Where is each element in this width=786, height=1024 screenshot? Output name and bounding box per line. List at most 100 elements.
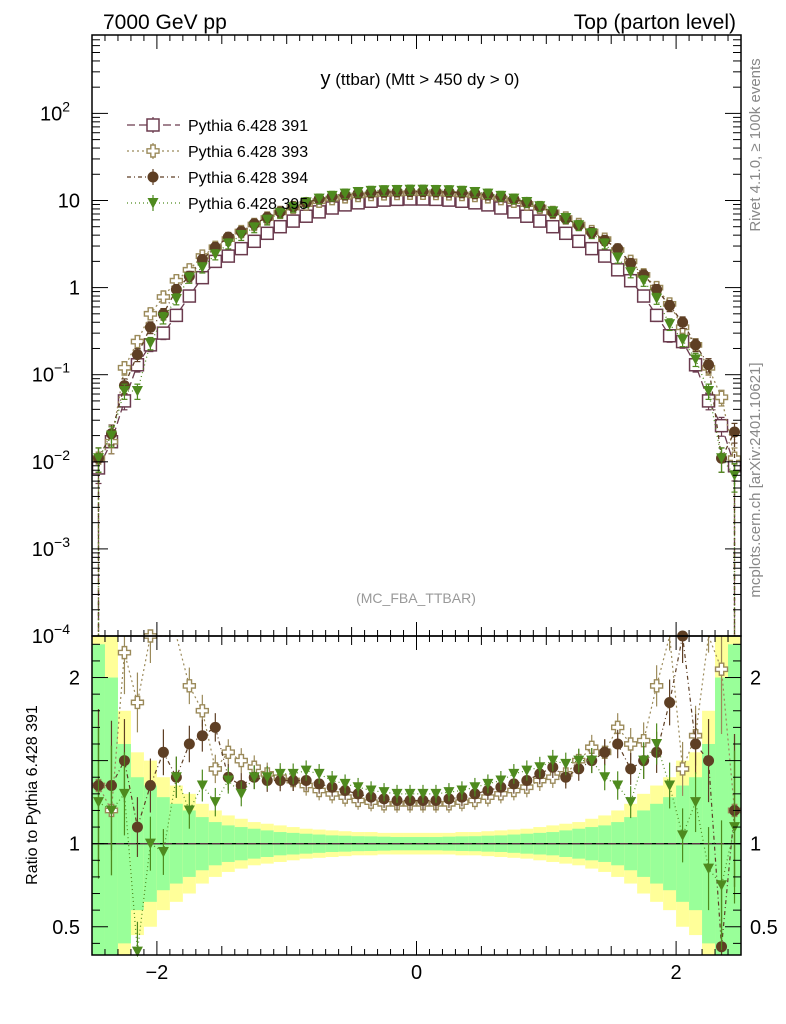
data-point	[651, 293, 663, 304]
y-tick-label: 10−1	[32, 360, 70, 387]
mcplots-label: mcplots.cern.ch [arXiv:2401.10621]	[747, 362, 764, 597]
data-point	[130, 334, 145, 349]
ratio-point	[585, 740, 599, 755]
legend-entry-4: Pythia 6.428 395	[127, 195, 308, 213]
series-line	[97, 190, 736, 461]
y-tick-label: 1	[69, 278, 80, 300]
series-2	[91, 186, 742, 636]
ratio-point	[547, 755, 559, 767]
data-point	[313, 193, 325, 205]
ratio-point	[716, 880, 728, 891]
rivet-label: Rivet 4.1.0, ≥ 100k events	[747, 58, 764, 231]
legend: Pythia 6.428 391 Pythia 6.428 393 Pythia 6…	[127, 117, 308, 213]
ratio-point	[623, 737, 638, 751]
data-point	[662, 328, 677, 343]
data-point	[636, 289, 651, 303]
ratio-point	[183, 805, 195, 816]
y-tick-label: 10	[58, 190, 80, 212]
data-point	[677, 316, 689, 328]
ratio-point	[599, 746, 611, 758]
ratio-point	[287, 768, 299, 780]
x-tick-label: 0	[411, 962, 422, 984]
data-point	[156, 326, 171, 340]
ratio-point	[352, 782, 364, 793]
data-point	[169, 308, 184, 323]
data-point	[612, 243, 624, 255]
left-title: 7000 GeV pp	[103, 11, 227, 34]
ratio-point	[117, 645, 132, 660]
ratio-y-tick-label-right: 1	[750, 834, 761, 856]
data-point	[456, 185, 468, 197]
legend-marker	[147, 171, 159, 183]
data-point	[716, 453, 728, 464]
data-point	[261, 214, 273, 226]
ratio-point	[248, 772, 260, 783]
ratio-point	[456, 785, 468, 797]
y-tick-label: 10−3	[32, 534, 70, 561]
ratio-y-tick-label-left: 0.5	[52, 917, 80, 939]
data-point	[651, 284, 663, 296]
data-point	[391, 184, 403, 196]
ratio-point	[521, 765, 533, 777]
data-point	[599, 238, 611, 250]
ratio-point	[649, 679, 664, 693]
data-point	[274, 207, 286, 219]
ratio-point	[130, 695, 145, 710]
ratio-point	[326, 775, 338, 787]
ratio-point	[170, 772, 182, 783]
data-point	[157, 312, 169, 324]
legend-entry-2: Pythia 6.428 393	[127, 143, 308, 161]
legend-entry-3: Pythia 6.428 394	[127, 169, 308, 187]
ratio-point	[196, 730, 208, 742]
data-point	[573, 220, 585, 231]
ratio-point	[195, 704, 210, 718]
ratio-series-group	[91, 629, 742, 958]
ratio-point	[391, 788, 403, 800]
ratio-point	[183, 738, 195, 750]
ratio-point	[261, 772, 273, 783]
data-point	[234, 241, 249, 256]
plot-title: y (ttbar) (Mtt > 450 dy > 0)	[321, 68, 520, 90]
ratio-point	[610, 720, 625, 735]
ratio-point	[105, 805, 117, 816]
ratio-point	[339, 778, 351, 790]
data-point	[521, 197, 533, 208]
data-point	[222, 238, 234, 250]
ratio-point	[274, 768, 286, 780]
ratio-point	[92, 797, 104, 808]
series-line	[97, 189, 736, 476]
data-point	[612, 252, 624, 264]
ratio-point	[300, 765, 312, 777]
data-point	[508, 193, 520, 205]
data-point	[378, 185, 390, 196]
ratio-point	[690, 797, 702, 808]
data-point	[143, 307, 158, 321]
data-point	[131, 385, 143, 397]
data-point	[92, 453, 104, 464]
legend-label: Pythia 6.428 391	[188, 118, 308, 135]
data-point	[546, 219, 560, 234]
main-series-group	[91, 184, 742, 636]
data-point	[533, 214, 547, 228]
ratio-y-tick-label-right: 2	[750, 668, 761, 690]
data-point	[170, 293, 182, 305]
ratio-point	[443, 787, 455, 798]
ratio-point	[482, 778, 494, 790]
ratio-point	[625, 797, 637, 808]
data-point	[118, 385, 130, 397]
data-point	[625, 267, 637, 278]
ratio-point	[222, 775, 234, 787]
ratio-point	[118, 788, 130, 800]
ratio-point	[144, 838, 156, 850]
ratio-point	[209, 721, 221, 733]
data-point	[547, 206, 559, 217]
axis-ticks: −2 0 2 102 10 1 10−1 10−2 10−3 10−4 2 2 1 1 0.5 0.5	[32, 35, 778, 984]
data-point	[690, 339, 702, 351]
data-point	[560, 212, 572, 224]
data-point	[638, 275, 650, 287]
data-point	[247, 234, 261, 249]
data-point	[649, 308, 664, 323]
ratio-point	[221, 745, 235, 760]
ratio-line	[98, 635, 736, 947]
series-4	[92, 184, 741, 636]
